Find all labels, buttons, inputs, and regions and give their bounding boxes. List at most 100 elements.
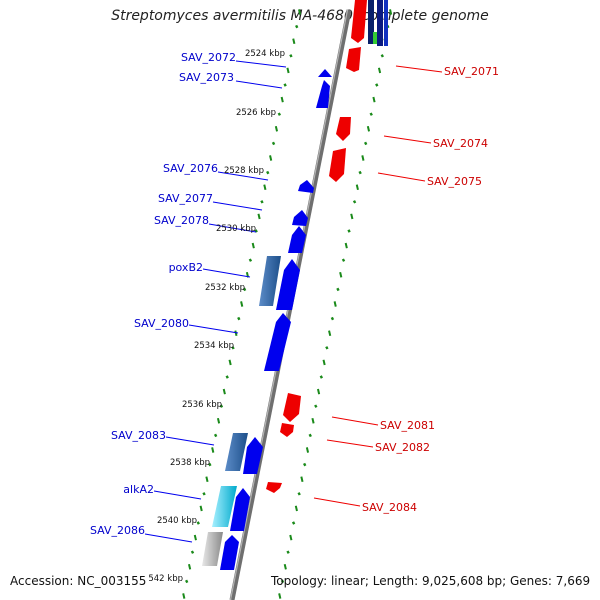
ruler-tick <box>300 476 304 483</box>
ruler-tick <box>336 287 340 292</box>
ruler-tick <box>328 330 332 337</box>
ruler-tick <box>211 447 215 453</box>
gene-label-sav-2083[interactable]: SAV_2083 <box>111 429 166 442</box>
partial-feature-dark[interactable] <box>368 0 374 44</box>
gene-label-sav-2076[interactable]: SAV_2076 <box>163 162 218 175</box>
gene-arrow-sav-2075[interactable] <box>329 148 346 182</box>
leader-line <box>144 533 193 543</box>
ruler-tick <box>216 417 221 424</box>
gene-label-sav-2078[interactable]: SAV_2078 <box>154 214 209 227</box>
genome-summary: Topology: linear; Length: 9,025,608 bp; … <box>271 574 591 588</box>
gene-arrow-sav-2077[interactable] <box>292 210 308 226</box>
ruler-tick <box>316 388 321 395</box>
leader-line <box>395 65 443 73</box>
gene-label-sav-2072[interactable]: SAV_2072 <box>181 51 236 64</box>
ruler-tick <box>190 550 195 554</box>
ruler-label: 2530 kbp <box>216 224 256 234</box>
gene-arrow-alka2-shaded[interactable] <box>212 486 237 527</box>
gene-arrow-sav-2081[interactable] <box>283 393 301 422</box>
ruler-tick <box>240 301 244 307</box>
partial-feature-blue[interactable] <box>384 0 388 46</box>
gene-arrow-sav-2086-shaded[interactable] <box>202 532 223 566</box>
leader-line <box>331 416 379 426</box>
gene-arrow-sav-2074[interactable] <box>336 117 351 141</box>
ruler-tick <box>347 229 351 233</box>
ruler-tick <box>182 593 186 599</box>
gene-arrow-sav-2084[interactable] <box>266 482 282 493</box>
ruler-tick <box>228 359 232 366</box>
minus-gene-arrow[interactable] <box>346 47 361 72</box>
gene-arrow-sav-2083-shaded[interactable] <box>225 433 248 471</box>
ruler-tick <box>193 534 197 541</box>
leader-line <box>377 172 426 182</box>
leader-line <box>313 497 361 507</box>
ruler-label: 2534 kbp <box>194 341 234 351</box>
ruler-tick <box>291 521 296 525</box>
ruler-tick <box>350 213 354 220</box>
ruler-tick <box>364 141 368 146</box>
leader-line <box>202 268 251 278</box>
gene-arrow-sav-2076[interactable] <box>298 180 314 193</box>
ruler-tick <box>231 346 235 350</box>
ruler-tick <box>260 200 264 204</box>
gene-arrow-sav-2078[interactable] <box>288 226 306 253</box>
gene-arrow-sav-2073[interactable] <box>316 80 330 108</box>
gene-arrow-sav-2072[interactable] <box>318 69 332 77</box>
ruler-tick <box>277 112 282 116</box>
ruler-tick <box>274 125 279 132</box>
ruler-tick <box>269 155 273 161</box>
gene-label-sav-2077[interactable]: SAV_2077 <box>158 192 213 205</box>
leader-line <box>165 436 215 446</box>
ruler-track-left <box>182 9 302 599</box>
gene-label-sav-2074[interactable]: SAV_2074 <box>433 137 488 150</box>
ruler-tick <box>314 404 318 408</box>
gene-label-sav-2073[interactable]: SAV_2073 <box>179 71 234 84</box>
ruler-tick <box>330 316 335 321</box>
ruler-tick <box>286 550 290 554</box>
gene-label-poxb2[interactable]: poxB2 <box>169 261 203 274</box>
gene-label-sav-2081[interactable]: SAV_2081 <box>380 419 435 432</box>
accession-label: Accession: NC_003155 <box>10 574 147 588</box>
ruler-tick <box>375 83 379 87</box>
ruler-tick <box>283 83 287 87</box>
gene-label-sav-2082[interactable]: SAV_2082 <box>375 441 430 454</box>
gene-arrow-alka2[interactable] <box>230 488 250 531</box>
minus-gene-arrow[interactable] <box>351 0 367 43</box>
ruler-tick <box>352 200 357 204</box>
leader-line <box>235 80 283 89</box>
ruler-tick <box>283 563 287 570</box>
gene-arrow-sav-2080[interactable] <box>264 313 291 371</box>
ruler-tick <box>188 563 192 570</box>
ruler-tick <box>254 229 258 233</box>
ruler-tick <box>271 141 276 146</box>
gene-label-sav-2075[interactable]: SAV_2075 <box>427 175 482 188</box>
ruler-tick <box>361 155 365 161</box>
ruler-tick <box>305 447 310 453</box>
ruler-tick <box>358 170 362 175</box>
gene-label-sav-2086[interactable]: SAV_2086 <box>90 524 145 537</box>
ruler-tick <box>311 417 315 424</box>
ruler-tick <box>248 258 253 262</box>
ruler-tick <box>366 125 371 132</box>
gene-arrow-sav-2083[interactable] <box>243 437 263 474</box>
minus-gene-labels: SAV_2071 SAV_2074 SAV_2075 SAV_2081 SAV_… <box>313 65 499 514</box>
ruler-tick <box>372 96 376 103</box>
partial-feature-green[interactable] <box>373 32 377 44</box>
gene-arrow-poxb2-shaded[interactable] <box>259 256 281 306</box>
partial-feature-navy[interactable] <box>377 0 383 46</box>
ruler-label: 2540 kbp <box>157 516 197 526</box>
gene-arrow-sav-2086[interactable] <box>220 535 239 570</box>
leader-line <box>188 324 239 334</box>
gene-label-sav-2071[interactable]: SAV_2071 <box>444 65 499 78</box>
ruler-tick <box>322 359 326 366</box>
ruler-tick <box>237 316 241 321</box>
gene-label-alka2[interactable]: alkA2 <box>123 483 154 496</box>
ruler-tick <box>278 593 282 599</box>
gene-arrow-sav-2082[interactable] <box>280 423 294 437</box>
gene-arrow-poxb2[interactable] <box>276 259 300 310</box>
ruler-tick <box>292 38 296 45</box>
gene-label-sav-2084[interactable]: SAV_2084 <box>362 501 417 514</box>
plus-gene-labels: SAV_2072 SAV_2073 SAV_2076 SAV_2077 SAV_… <box>90 51 287 543</box>
gene-label-sav-2080[interactable]: SAV_2080 <box>134 317 189 330</box>
